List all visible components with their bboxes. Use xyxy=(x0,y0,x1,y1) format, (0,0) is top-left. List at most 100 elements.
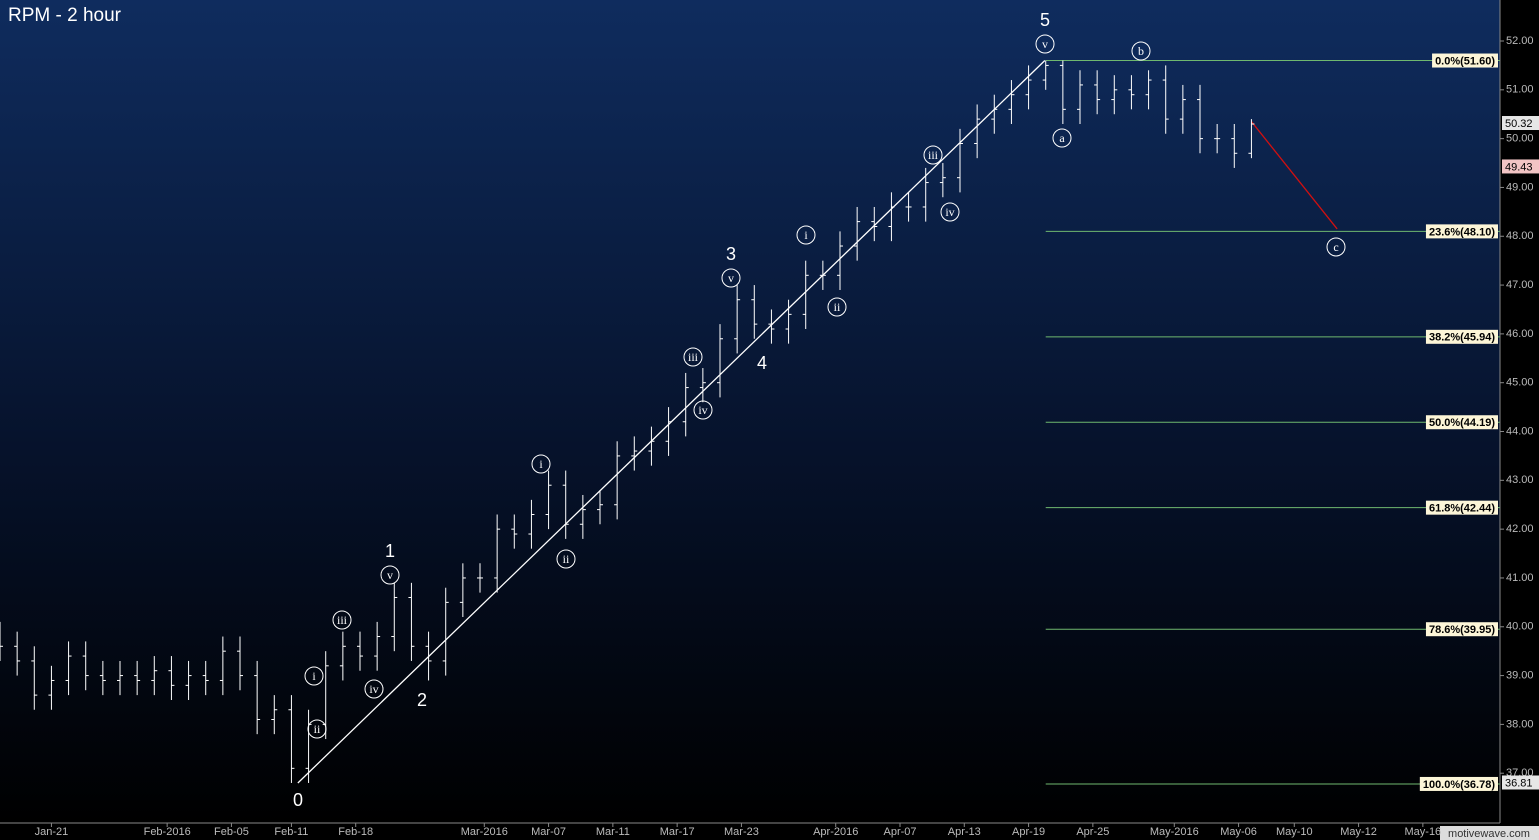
fib-label-box xyxy=(1425,415,1498,430)
x-tick-label: Feb-2016 xyxy=(144,826,191,838)
y-tick-label: 42.00 xyxy=(1506,523,1534,535)
wave-label: c xyxy=(1333,240,1338,254)
fib-label-box xyxy=(1425,500,1498,515)
chart-title: RPM - 2 hour xyxy=(8,5,122,26)
wave-circle xyxy=(827,297,847,317)
y-tick-label: 49.00 xyxy=(1506,181,1534,193)
wave-label: 1 xyxy=(385,541,395,561)
wave-circle xyxy=(307,719,327,739)
wave-label: 0 xyxy=(293,790,303,810)
x-tick-label: Feb-18 xyxy=(338,826,373,838)
wave-circle xyxy=(556,549,576,569)
x-tick-label: Mar-2016 xyxy=(461,826,508,838)
fib-label: 23.6%(48.10) xyxy=(1429,226,1495,238)
y-tick-label: 39.00 xyxy=(1506,669,1534,681)
watermark: motivewave.com xyxy=(1448,828,1530,840)
fib-label-box xyxy=(1425,224,1498,239)
y-tick-label: 38.00 xyxy=(1506,718,1534,730)
x-tick-label: May-2016 xyxy=(1150,826,1199,838)
x-tick-label: Mar-17 xyxy=(660,826,695,838)
y-tick-label: 48.00 xyxy=(1506,230,1534,242)
wave-circle xyxy=(531,454,551,474)
wave-circle xyxy=(1326,237,1346,257)
x-tick-label: Feb-11 xyxy=(274,826,308,838)
wave-circle xyxy=(693,400,713,420)
price-marker xyxy=(1502,116,1539,131)
price-marker-label: 36.81 xyxy=(1505,777,1533,789)
wave-label: 4 xyxy=(757,353,767,373)
fib-label-box xyxy=(1425,329,1498,344)
wave-label: b xyxy=(1138,44,1144,58)
wave-circle xyxy=(721,268,741,288)
x-tick-label: Apr-2016 xyxy=(813,826,858,838)
wave-circle xyxy=(683,347,703,367)
wave-circle xyxy=(796,225,816,245)
x-tick-label: Feb-05 xyxy=(214,826,249,838)
y-tick-label: 52.00 xyxy=(1506,35,1534,47)
wave-circle xyxy=(923,145,943,165)
y-tick-label: 43.00 xyxy=(1506,474,1534,486)
x-tick-label: Apr-13 xyxy=(948,826,981,838)
fib-label-box xyxy=(1425,622,1498,637)
x-tick-label: Apr-07 xyxy=(883,826,916,838)
x-tick-label: Apr-19 xyxy=(1012,826,1045,838)
x-tick-label: Mar-07 xyxy=(531,826,566,838)
wave-label: 5 xyxy=(1040,10,1050,30)
wave-circle xyxy=(332,610,352,630)
y-tick-label: 46.00 xyxy=(1506,328,1534,340)
wave-label: iv xyxy=(698,403,707,417)
wave-label: v xyxy=(1042,37,1048,51)
wave-label: iii xyxy=(688,350,699,364)
wave-label: 3 xyxy=(726,244,736,264)
fib-label-box xyxy=(1432,53,1498,68)
fib-label: 61.8%(42.44) xyxy=(1429,503,1495,515)
wave-label: ii xyxy=(563,552,570,566)
wave-label: i xyxy=(804,228,808,242)
y-tick-label: 50.00 xyxy=(1506,133,1534,145)
wave-circle xyxy=(380,565,400,585)
wave-circle xyxy=(1035,34,1055,54)
y-tick-label: 45.00 xyxy=(1506,377,1534,389)
wave-label: ii xyxy=(834,300,841,314)
price-marker xyxy=(1502,775,1539,790)
wave-circle xyxy=(304,666,324,686)
wave-label: iii xyxy=(928,148,939,162)
wave-circle xyxy=(364,679,384,699)
fib-label-box xyxy=(1419,776,1498,791)
wave-circle xyxy=(940,202,960,222)
fib-label: 50.0%(44.19) xyxy=(1429,417,1495,429)
wave-circle xyxy=(1052,128,1072,148)
fib-label: 100.0%(36.78) xyxy=(1423,779,1495,791)
projection-line xyxy=(1250,121,1338,230)
wave-label: i xyxy=(539,457,543,471)
y-tick-label: 47.00 xyxy=(1506,279,1534,291)
wave-label: ii xyxy=(314,722,321,736)
y-tick-label: 41.00 xyxy=(1506,572,1534,584)
x-tick-label: May-12 xyxy=(1340,826,1377,838)
y-tick-label: 51.00 xyxy=(1506,84,1534,96)
wave-label: iv xyxy=(369,682,378,696)
x-tick-label: Mar-11 xyxy=(596,826,630,838)
wave-circle xyxy=(1131,41,1151,61)
watermark-box xyxy=(1440,826,1539,840)
wave-label: i xyxy=(312,669,316,683)
x-tick-label: May-16 xyxy=(1405,826,1442,838)
x-tick-label: Apr-25 xyxy=(1076,826,1109,838)
fib-label: 38.2%(45.94) xyxy=(1429,332,1495,344)
plot-background xyxy=(0,0,1500,823)
x-tick-label: May-06 xyxy=(1220,826,1257,838)
wave-label: v xyxy=(728,271,734,285)
x-tick-label: Mar-23 xyxy=(724,826,759,838)
y-tick-label: 40.00 xyxy=(1506,621,1534,633)
wave-label: v xyxy=(387,568,393,582)
x-tick-label: Jan-21 xyxy=(35,826,69,838)
wave-label: a xyxy=(1059,131,1065,145)
y-tick-label: 44.00 xyxy=(1506,425,1534,437)
x-tick-label: May-10 xyxy=(1276,826,1313,838)
wave-label: 2 xyxy=(417,690,427,710)
price-marker-label: 49.43 xyxy=(1505,161,1533,173)
y-axis-background xyxy=(1500,0,1539,840)
fib-label: 0.0%(51.60) xyxy=(1435,55,1495,67)
